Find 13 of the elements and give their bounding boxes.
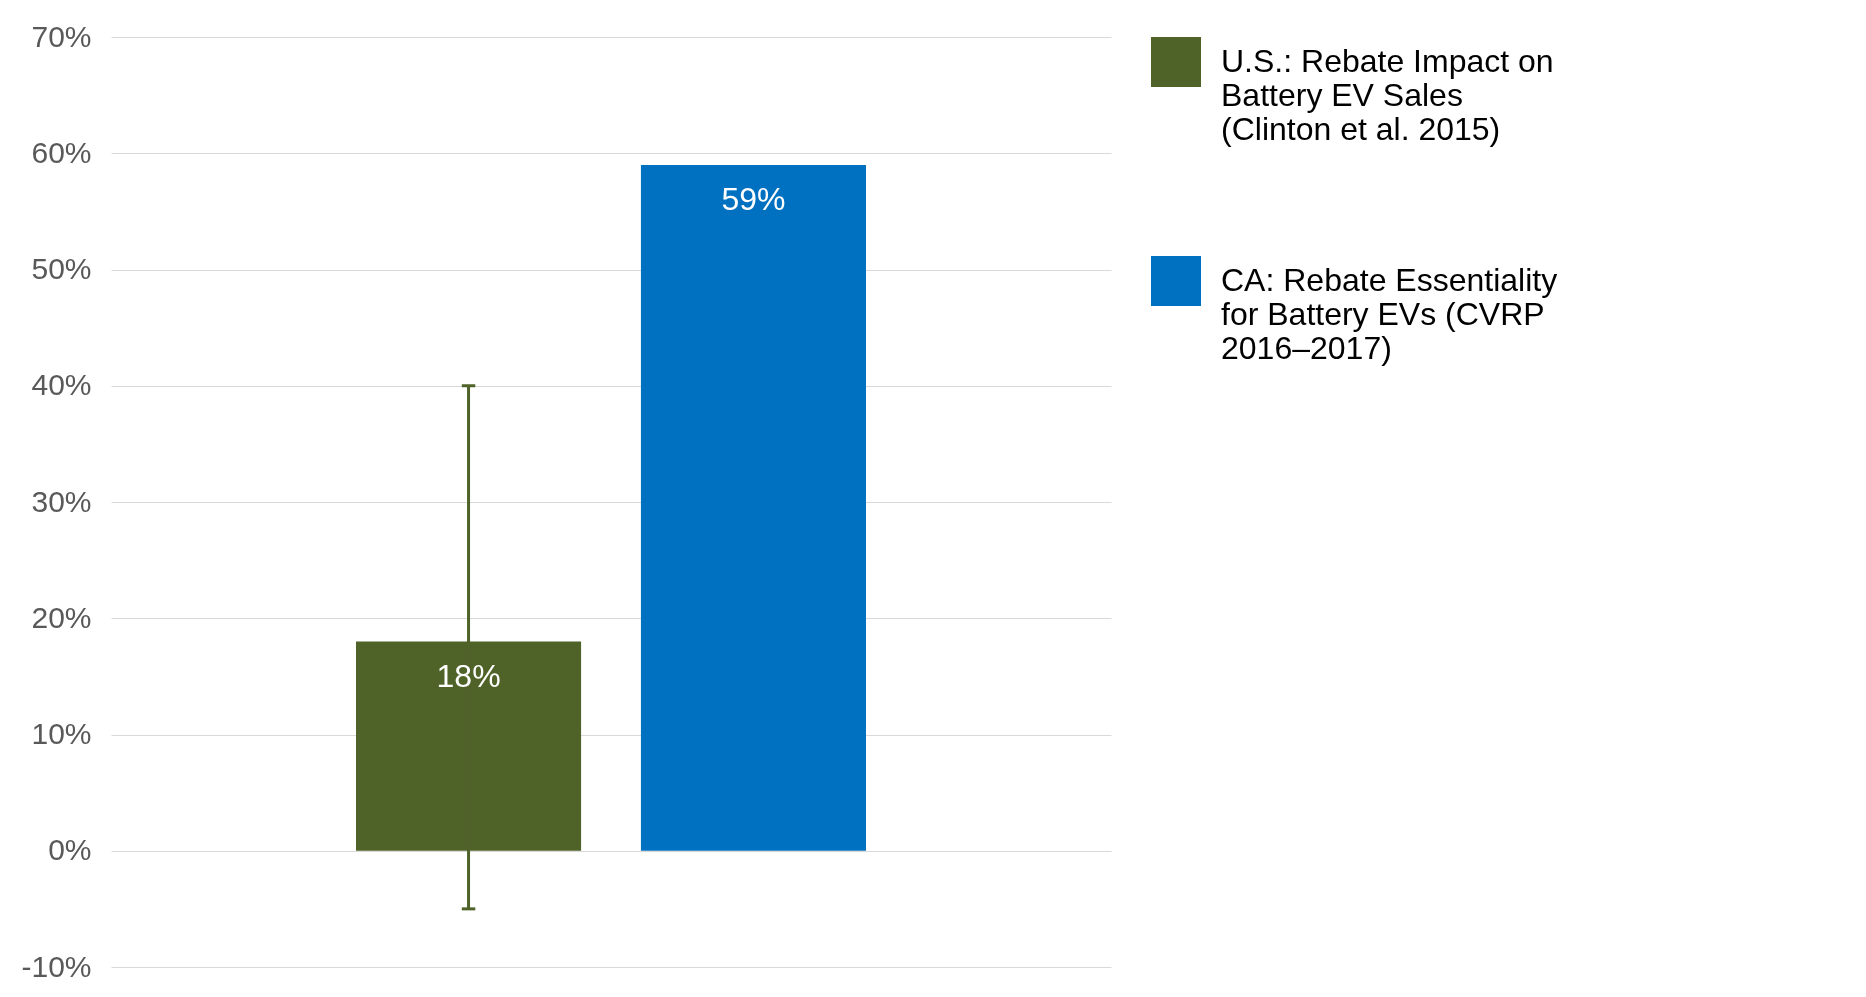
y-tick-label: 0% [48, 833, 92, 867]
y-tick-label: 50% [31, 252, 92, 285]
y-tick-label: -10% [21, 949, 92, 983]
y-tick-label: 60% [31, 135, 92, 169]
legend-label: U.S.: Rebate Impact on Battery EV Sales (Clinton et al. 2015) [1221, 43, 1554, 147]
y-tick-label: 10% [31, 717, 92, 750]
y-tick-label: 20% [31, 600, 92, 634]
text: 18% [436, 657, 501, 694]
y-tick-label: 70% [31, 19, 92, 53]
text: 59% [721, 180, 786, 217]
legend-label: CA: Rebate Essentiality for Battery EVs (CVRP 2016–2017) [1221, 262, 1558, 366]
y-tick-label: 40% [31, 368, 92, 402]
y-tick-label: 30% [31, 484, 92, 518]
